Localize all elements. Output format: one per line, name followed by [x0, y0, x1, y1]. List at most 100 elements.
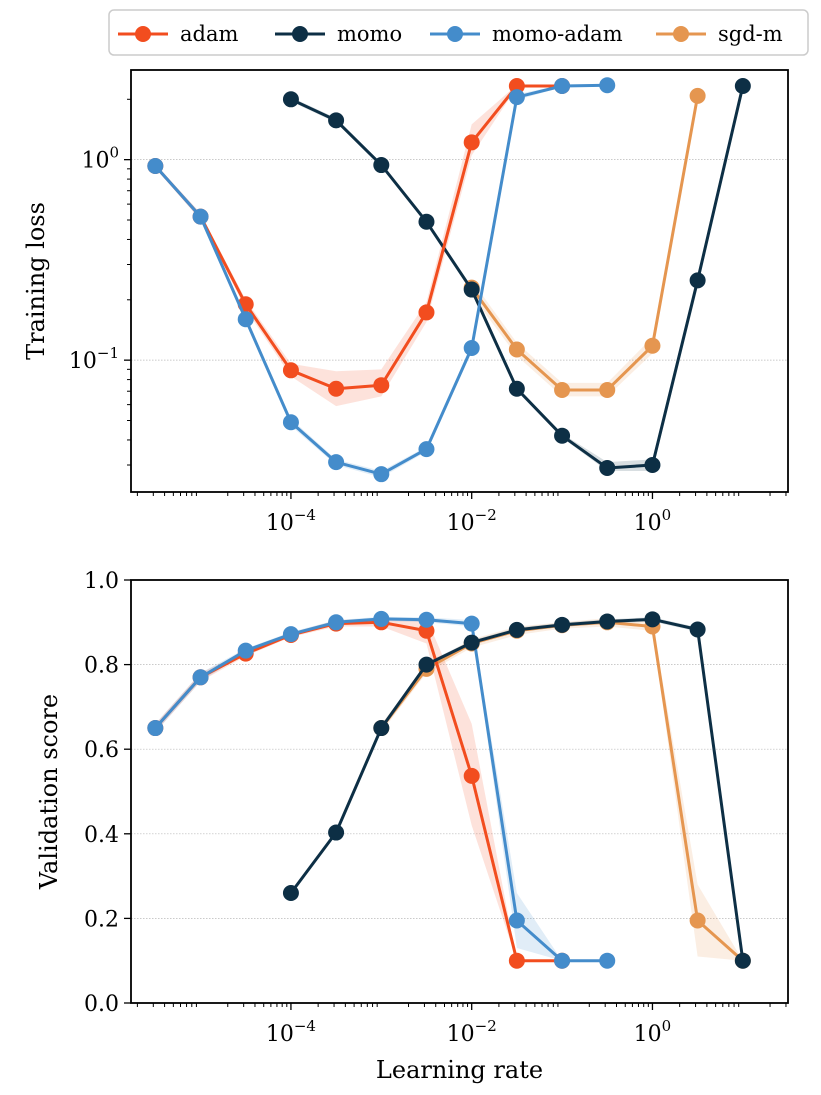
momo-point	[373, 720, 390, 737]
sgd-m-point	[689, 87, 706, 104]
plot-frame	[130, 69, 789, 493]
momo-point	[282, 885, 299, 902]
momo-point	[508, 621, 525, 638]
momo-adam-point	[373, 610, 390, 627]
momo-point	[282, 91, 299, 108]
plot-frame	[130, 579, 789, 1004]
momo-adam-point	[554, 78, 571, 95]
momo-point	[328, 824, 345, 841]
momo-point	[644, 456, 661, 473]
momo-adam-point	[418, 441, 435, 458]
y-tick-label: 0.6	[84, 738, 119, 763]
y-tick-label: 0.4	[84, 823, 119, 848]
momo-adam-point	[192, 208, 209, 225]
momo-point	[734, 952, 751, 969]
sgd-m-line	[470, 95, 700, 392]
y-tick-label: 100	[81, 144, 119, 174]
y-axis-label: Validation score	[35, 694, 63, 890]
momo-point	[418, 656, 435, 673]
momo-adam-point	[599, 77, 616, 94]
training-loss-chart: 10−4 10−2 100 100 10−1 Training loss	[22, 69, 789, 536]
y-tick-label: 0.0	[84, 992, 119, 1017]
y-tick-label: 0.2	[84, 907, 119, 932]
momo-adam-point	[599, 952, 616, 969]
momo-adam-point	[237, 642, 254, 659]
momo-point	[463, 634, 480, 651]
momo-adam-point	[373, 466, 390, 483]
adam-point	[463, 134, 480, 151]
y-axis-label: Training loss	[22, 202, 50, 360]
momo-adam-point	[463, 339, 480, 356]
momo-adam-band	[155, 84, 608, 478]
momo-adam-point	[328, 454, 345, 471]
x-tick-label: 10−4	[266, 506, 316, 536]
adam-band	[155, 84, 563, 407]
momo-point	[689, 621, 706, 638]
sgd-m-band	[471, 93, 698, 397]
x-tick-label: 100	[634, 506, 672, 536]
sgd-m-point	[599, 381, 616, 398]
momo-point	[689, 272, 706, 289]
sgd-m-point	[508, 341, 525, 358]
momo-adam-point	[554, 952, 571, 969]
sgd-m-point	[644, 337, 661, 354]
momo-adam-point	[463, 615, 480, 632]
x-tick-label: 10−2	[447, 1017, 497, 1047]
momo-adam-point	[147, 157, 164, 174]
momo-adam-point	[328, 614, 345, 631]
adam-point	[418, 622, 435, 639]
momo-adam-point	[237, 311, 254, 328]
momo-point	[599, 613, 616, 630]
validation-score-chart: 10−4 10−2 100 0.0 0.2 0.4 0.6 0.8 1.0 Validation …	[35, 569, 789, 1084]
adam-point	[508, 952, 525, 969]
y-tick-label: 0.8	[84, 654, 119, 679]
momo-legend-marker	[292, 26, 308, 42]
momo-adam-point	[282, 414, 299, 431]
adam-point	[282, 362, 299, 379]
momo-adam-point	[508, 89, 525, 106]
adam-legend-marker	[135, 26, 151, 42]
x-tick-label: 10−2	[447, 506, 497, 536]
momo-point	[554, 427, 571, 444]
momo-point	[463, 281, 480, 298]
x-tick-label: 100	[634, 1017, 672, 1047]
momo-point	[644, 611, 661, 628]
momo-point	[508, 380, 525, 397]
sgd-m-point	[554, 381, 571, 398]
adam-point	[508, 78, 525, 95]
legend: adam momo momo-adam sgd-m	[108, 9, 809, 56]
adam-point	[328, 380, 345, 397]
momo-legend-label: momo	[337, 22, 402, 46]
sgd-m-band	[381, 618, 743, 961]
momo-adam-point	[508, 912, 525, 929]
momo-adam-point	[282, 626, 299, 643]
adam-point	[418, 304, 435, 321]
momo-point	[418, 213, 435, 230]
momo-point	[554, 616, 571, 633]
momo-adam-legend-marker	[447, 26, 463, 42]
y-tick-label: 1.0	[84, 569, 119, 594]
momo-line	[290, 85, 745, 470]
sgd-m-point	[689, 912, 706, 929]
adam-point	[373, 377, 390, 394]
y-tick-label: 10−1	[69, 344, 119, 374]
momo-adam-line	[154, 617, 608, 963]
adam-point	[463, 767, 480, 784]
momo-adam-point	[147, 720, 164, 737]
sgd-m-legend-marker	[673, 26, 689, 42]
momo-point	[328, 112, 345, 129]
momo-adam-line	[154, 83, 608, 476]
adam-band	[155, 618, 563, 961]
momo-adam-legend-label: momo-adam	[492, 22, 623, 46]
momo-point	[373, 157, 390, 174]
momo-point	[599, 459, 616, 476]
x-axis-label: Learning rate	[376, 1056, 543, 1084]
x-tick-label: 10−4	[266, 1017, 316, 1047]
momo-adam-point	[192, 669, 209, 686]
sgd-m-legend-label: sgd-m	[718, 22, 783, 46]
adam-line	[154, 84, 563, 391]
momo-adam-point	[418, 611, 435, 628]
adam-legend-label: adam	[180, 22, 238, 46]
momo-point	[734, 78, 751, 95]
